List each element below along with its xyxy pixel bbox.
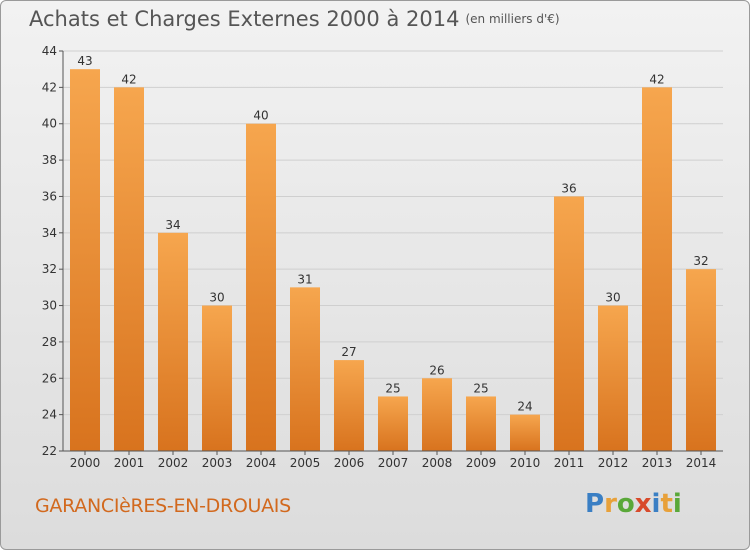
bar <box>114 87 144 451</box>
y-tick-label: 32 <box>42 262 57 276</box>
y-tick-label: 38 <box>42 153 57 167</box>
logo-letter: r <box>604 489 617 519</box>
x-tick-label: 2009 <box>466 456 497 470</box>
bar <box>686 269 716 451</box>
data-label: 30 <box>209 291 224 305</box>
bar <box>554 196 584 451</box>
logo-letter: P <box>585 489 605 519</box>
logo-letter: x <box>634 489 652 519</box>
bar <box>510 414 540 451</box>
x-tick-label: 2008 <box>422 456 453 470</box>
data-label: 31 <box>297 272 312 286</box>
bar <box>70 69 100 451</box>
bar <box>466 396 496 451</box>
logo-letter: i <box>651 489 661 519</box>
y-tick-label: 42 <box>42 80 57 94</box>
y-tick-label: 24 <box>42 408 57 422</box>
data-label: 42 <box>649 72 664 86</box>
data-label: 43 <box>77 54 92 68</box>
data-label: 36 <box>561 181 576 195</box>
logo-letter: i <box>672 489 682 519</box>
chart-unit: (en milliers d'€) <box>465 12 560 26</box>
bar <box>334 360 364 451</box>
data-label: 25 <box>385 381 400 395</box>
y-tick-label: 40 <box>42 117 57 131</box>
x-tick-label: 2002 <box>158 456 189 470</box>
data-label: 26 <box>429 363 444 377</box>
bar <box>290 287 320 451</box>
y-tick-label: 22 <box>42 444 57 458</box>
commune-name: GARANCIèRES-EN-DROUAIS <box>35 495 291 517</box>
x-tick-label: 2004 <box>246 456 277 470</box>
y-tick-label: 26 <box>42 371 57 385</box>
bar <box>158 232 188 451</box>
data-label: 24 <box>517 400 532 414</box>
bar <box>202 305 232 451</box>
bar <box>378 396 408 451</box>
bar <box>422 378 452 451</box>
data-label: 40 <box>253 109 268 123</box>
chart-title-text: Achats et Charges Externes 2000 à 2014 <box>29 7 460 31</box>
x-tick-label: 2011 <box>554 456 585 470</box>
x-tick-label: 2010 <box>510 456 541 470</box>
bar <box>642 87 672 451</box>
x-tick-label: 2014 <box>686 456 717 470</box>
x-tick-label: 2006 <box>334 456 365 470</box>
logo-letter: o <box>616 489 635 519</box>
x-tick-label: 2013 <box>642 456 673 470</box>
proxiti-logo: Proxiti <box>585 489 682 519</box>
data-label: 25 <box>473 381 488 395</box>
bar <box>598 305 628 451</box>
x-tick-label: 2001 <box>114 456 145 470</box>
y-tick-label: 36 <box>42 189 57 203</box>
x-tick-label: 2000 <box>70 456 101 470</box>
data-label: 34 <box>165 218 180 232</box>
x-tick-label: 2012 <box>598 456 629 470</box>
y-tick-label: 44 <box>42 44 57 58</box>
data-label: 30 <box>605 291 620 305</box>
data-label: 32 <box>693 254 708 268</box>
x-tick-label: 2005 <box>290 456 321 470</box>
data-label: 27 <box>341 345 356 359</box>
x-tick-label: 2003 <box>202 456 233 470</box>
chart-title: Achats et Charges Externes 2000 à 2014 (e… <box>29 7 560 31</box>
y-tick-label: 34 <box>42 226 57 240</box>
logo-letter: t <box>660 489 673 519</box>
bar <box>246 123 276 452</box>
y-tick-label: 30 <box>42 299 57 313</box>
data-label: 42 <box>121 72 136 86</box>
y-tick-label: 28 <box>42 335 57 349</box>
x-tick-label: 2007 <box>378 456 409 470</box>
